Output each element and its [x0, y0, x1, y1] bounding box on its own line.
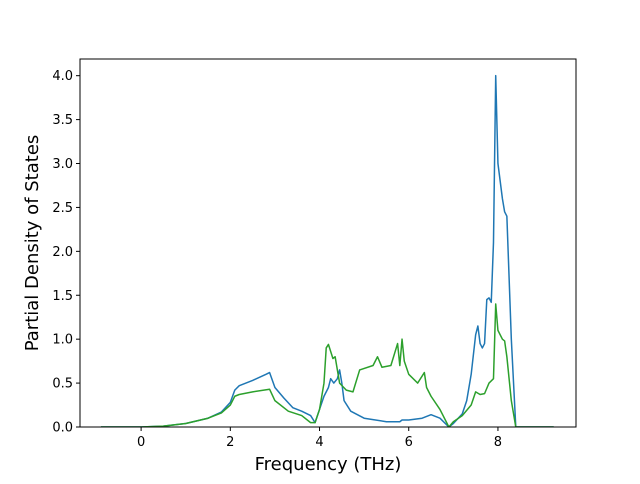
x-tick-label: 2 — [226, 435, 234, 450]
x-tick-label: 6 — [405, 435, 413, 450]
y-tick-label: 0.0 — [52, 421, 73, 436]
y-tick-label: 2.0 — [52, 245, 73, 260]
x-axis-label: Frequency (THz) — [255, 454, 402, 475]
x-tick-label: 0 — [137, 435, 145, 450]
x-tick-label: 8 — [494, 435, 502, 450]
y-tick-label: 0.5 — [52, 377, 73, 392]
line-series — [100, 303, 554, 427]
y-tick-label: 3.5 — [52, 113, 73, 128]
y-tick-label: 1.5 — [52, 289, 73, 304]
y-tick-label: 1.0 — [52, 333, 73, 348]
plot-frame — [79, 58, 577, 428]
y-tick-label: 3.0 — [52, 157, 73, 172]
line-series — [100, 74, 554, 427]
y-tick-label: 2.5 — [52, 201, 73, 216]
y-axis-label: Partial Density of States — [22, 135, 43, 352]
x-tick-label: 4 — [315, 435, 323, 450]
y-tick-label: 4.0 — [52, 69, 73, 84]
